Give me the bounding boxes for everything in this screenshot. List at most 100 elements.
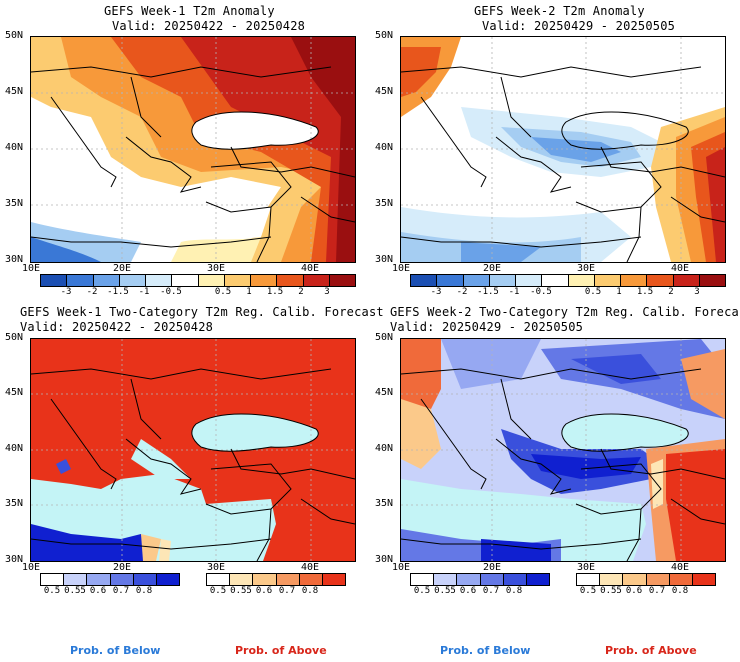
lat-label: 45N [5,86,24,97]
colorbar-swatch [41,275,67,286]
panel-valid-dates: Valid: 20250429 - 20250505 [482,19,676,33]
colorbar-swatch [132,574,156,585]
panel-valid-dates: Valid: 20250422 - 20250428 [20,320,214,334]
colorbar-label: -1 [138,287,150,297]
lon-label: 10E [392,562,411,573]
colorbar-swatch [145,275,172,286]
colorbar-swatch [622,574,646,585]
colorbar-label: 0.7 [112,586,130,596]
lat-label: 45N [375,387,394,398]
colorbar-swatch [229,574,253,585]
lat-label: 45N [375,86,394,97]
colorbar-label: 0.6 [89,586,107,596]
colorbar-swatch [479,574,503,585]
map-week2-anomaly [400,36,726,263]
colorbar-swatch [567,275,594,286]
colorbar-label: 0.5 [579,586,597,596]
colorbar-swatch [92,275,119,286]
panel-title: GEFS Week-1 Two-Category T2m Reg. Calib.… [20,305,384,319]
colorbar-label: 0.55 [230,586,252,596]
colorbar-swatch [298,574,322,585]
lon-label: 40E [671,562,690,573]
colorbar-label: 0.55 [64,586,86,596]
colorbar-swatch [302,275,329,286]
colorbar-swatch [577,574,600,585]
lat-label: 50N [375,332,394,343]
colorbar-swatch [502,574,526,585]
colorbar-swatch [197,275,224,286]
colorbar-swatch [593,275,620,286]
map-week1-probability [30,338,356,562]
colorbar-swatch [41,574,64,585]
lon-label: 10E [22,562,41,573]
colorbar-label: 3 [324,287,330,297]
lat-label: 35N [5,498,24,509]
colorbar-label: 0.6 [255,586,273,596]
colorbar-anomaly [410,274,726,287]
colorbar-label: 0.7 [278,586,296,596]
colorbar-swatch [668,574,692,585]
colorbar-swatch [436,275,463,286]
colorbar-swatch [645,574,669,585]
lon-label: 10E [22,263,41,274]
colorbar-swatch [276,275,303,286]
lat-label: 35N [375,198,394,209]
colorbar-label: 1.5 [636,287,654,297]
colorbar-swatch [462,275,489,286]
colorbar-label: 2 [298,287,304,297]
colorbar-label: 0.5 [584,287,602,297]
colorbar-label: -1 [508,287,520,297]
colorbar-swatch [672,275,699,286]
colorbar-label: 2 [668,287,674,297]
panel-title: GEFS Week-2 T2m Anomaly [474,4,645,18]
colorbar-label: -0.5 [160,287,182,297]
colorbar-swatch [66,275,93,286]
colorbar-swatch [525,574,550,585]
colorbar-label: -0.5 [530,287,552,297]
colorbar-label: 0.5 [214,287,232,297]
panel-valid-dates: Valid: 20250422 - 20250428 [112,19,306,33]
lon-label: 30E [207,562,226,573]
lat-label: 45N [5,387,24,398]
panel-title: GEFS Week-2 Two-Category T2m Reg. Calib.… [390,305,740,319]
colorbar-label: -1.5 [107,287,129,297]
lat-label: 30N [375,254,394,265]
colorbar-label: 0.7 [648,586,666,596]
colorbar-label: -2 [456,287,468,297]
colorbar-swatch [63,574,87,585]
panel-title: GEFS Week-1 T2m Anomaly [104,4,275,18]
map-week1-anomaly [30,36,356,263]
lat-label: 40N [375,443,394,454]
lat-label: 40N [375,142,394,153]
lon-label: 20E [113,263,132,274]
colorbar-swatch [250,275,277,286]
lon-label: 30E [577,562,596,573]
lat-label: 30N [5,254,24,265]
colorbar-label: -3 [60,287,72,297]
colorbar-label: 3 [694,287,700,297]
colorbar-swatch [456,574,480,585]
lat-label: 30N [5,554,24,565]
colorbar-label: 0.7 [482,586,500,596]
lon-label: 30E [207,263,226,274]
lon-label: 20E [113,562,132,573]
colorbar-swatch [411,275,437,286]
colorbar-swatch [433,574,457,585]
colorbar-swatch [86,574,110,585]
legend-prob-above: Prob. of Above [235,644,327,657]
colorbar-label: 1 [616,287,622,297]
colorbar-anomaly [40,274,356,287]
colorbar-swatch [118,275,145,286]
colorbar-label: 1 [246,287,252,297]
colorbar-label: 0.5 [209,586,227,596]
lat-label: 40N [5,443,24,454]
colorbar-label: 0.8 [505,586,523,596]
lon-label: 20E [483,263,502,274]
colorbar-label: 0.8 [301,586,319,596]
colorbar-prob-above [576,573,716,586]
colorbar-swatch [646,275,673,286]
colorbar-swatch [207,574,230,585]
map-week2-probability [400,338,726,562]
lon-label: 40E [301,562,320,573]
lon-label: 30E [577,263,596,274]
